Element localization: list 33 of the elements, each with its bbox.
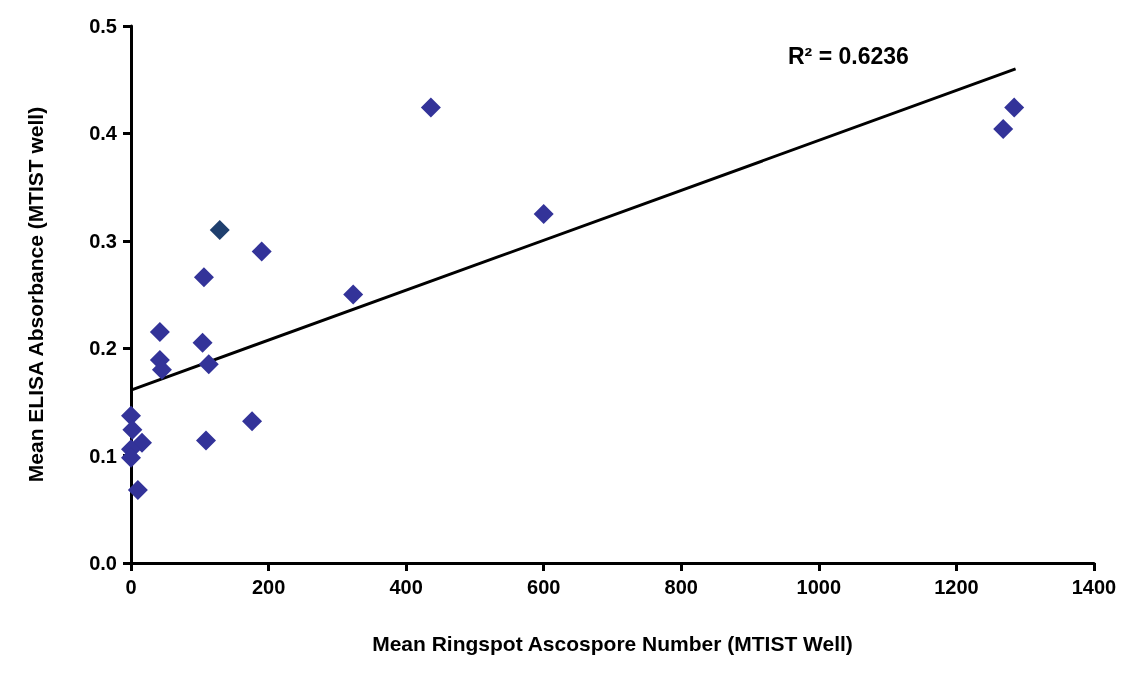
x-tick-label: 200 bbox=[251, 576, 286, 598]
x-tick-label: 1000 bbox=[796, 576, 842, 598]
y-axis-title: Mean ELISA Absorbance (MTIST well) bbox=[24, 106, 47, 483]
point bbox=[195, 430, 216, 451]
x-tick-label: 800 bbox=[664, 576, 698, 598]
point bbox=[121, 405, 141, 426]
point bbox=[993, 119, 1014, 140]
point bbox=[198, 354, 219, 375]
point bbox=[193, 267, 214, 288]
point bbox=[533, 203, 554, 224]
point bbox=[242, 411, 263, 432]
y-tick-label: 0.0 bbox=[89, 552, 117, 574]
point bbox=[127, 479, 148, 500]
point bbox=[122, 419, 143, 440]
y-tick-label: 0.3 bbox=[89, 229, 117, 252]
x-tick-label: 1400 bbox=[1071, 576, 1117, 598]
x-axis-title: Mean Ringspot Ascospore Number (MTIST Well) bbox=[372, 632, 853, 655]
y-tick-label: 0.2 bbox=[89, 337, 117, 360]
annotation: R² = 0.6236 bbox=[788, 42, 909, 69]
point bbox=[209, 220, 230, 241]
point bbox=[149, 322, 170, 343]
y-tick-label: 0.4 bbox=[89, 122, 118, 145]
point bbox=[343, 284, 364, 305]
point bbox=[192, 332, 213, 353]
y-tick-label: 0.5 bbox=[89, 15, 117, 37]
x-tick-label: 1200 bbox=[934, 576, 979, 598]
point bbox=[420, 97, 441, 118]
x-tick-label: 600 bbox=[527, 576, 561, 598]
point bbox=[251, 241, 272, 262]
y-tick-label: 0.1 bbox=[89, 444, 117, 467]
x-tick-label: 0 bbox=[125, 576, 137, 598]
x-tick-label: 400 bbox=[389, 576, 423, 598]
point bbox=[1004, 97, 1025, 118]
